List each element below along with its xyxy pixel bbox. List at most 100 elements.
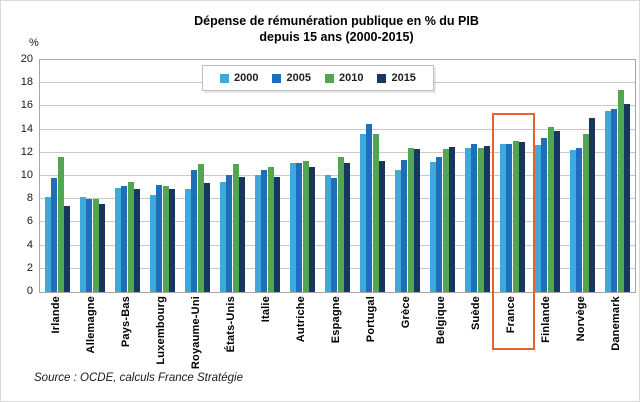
bar-luxembourg-2000: [150, 194, 157, 292]
legend-item-2005: 2005: [272, 72, 311, 84]
x-label-danemark: Danemark: [609, 296, 622, 351]
france-highlight-box: [492, 113, 535, 350]
bar-allemagne-2005: [86, 199, 93, 292]
bar-grèce-2015: [413, 149, 420, 292]
x-label-pays-bas: Pays-Bas: [119, 296, 132, 348]
x-label-irlande: Irlande: [49, 296, 62, 334]
bar-belgique-2005: [436, 157, 443, 292]
source-note: Source : OCDE, calculs France Stratégie: [34, 372, 243, 384]
x-label-grèce: Grèce: [399, 296, 412, 329]
bar-belgique-2000: [430, 162, 437, 292]
y-tick-label: 20: [20, 53, 33, 65]
y-tick-label: 2: [26, 261, 33, 274]
x-label-suède: Suède: [469, 296, 482, 331]
bar-espagne-2005: [331, 178, 338, 292]
bar-espagne-2000: [325, 174, 332, 292]
bar-portugal-2005: [366, 123, 373, 292]
legend-label: 2010: [338, 72, 364, 84]
bar-france-2005: [506, 143, 513, 292]
x-label-états-unis: États-Unis: [224, 296, 237, 353]
y-tick-label: 16: [20, 99, 33, 112]
bar-autriche-2010: [302, 160, 309, 292]
x-label-belgique: Belgique: [434, 296, 447, 345]
bar-pays-bas-2005: [121, 186, 128, 292]
bar-danemark-2015: [623, 104, 630, 292]
x-label-finlande: Finlande: [539, 296, 552, 343]
gridline: [40, 128, 635, 130]
bar-royaume-uni-2000: [185, 188, 192, 292]
bar-allemagne-2010: [92, 199, 99, 292]
bar-portugal-2015: [378, 160, 385, 292]
bar-france-2015: [518, 142, 525, 292]
bar-belgique-2015: [448, 147, 455, 292]
y-tick-label: 18: [20, 76, 33, 89]
bar-pays-bas-2015: [133, 188, 140, 292]
x-label-luxembourg: Luxembourg: [154, 296, 167, 365]
y-tick-label: 4: [26, 238, 33, 251]
x-label-italie: Italie: [259, 296, 272, 323]
y-tick-label: 12: [20, 145, 33, 158]
bar-italie-2015: [273, 177, 280, 292]
legend-label: 2015: [391, 72, 416, 84]
bar-finlande-2000: [535, 144, 542, 292]
bar-portugal-2010: [372, 134, 379, 292]
x-label-royaume-uni: Royaume-Uni: [189, 296, 202, 370]
bar-danemark-2000: [605, 111, 612, 292]
bar-belgique-2010: [442, 149, 449, 292]
x-label-norvège: Norvège: [574, 296, 587, 342]
bar-portugal-2000: [360, 134, 367, 292]
bar-norvège-2005: [576, 148, 583, 292]
y-tick-label: 8: [26, 192, 33, 205]
bar-espagne-2010: [337, 157, 344, 292]
bar-norvège-2010: [582, 134, 589, 292]
legend-swatch-icon: [377, 73, 387, 83]
bar-états-unis-2015: [238, 177, 245, 292]
bar-luxembourg-2010: [162, 186, 169, 292]
bar-finlande-2005: [541, 137, 548, 292]
chart-subtitle: depuis 15 ans (2000-2015): [259, 30, 414, 45]
bar-france-2010: [512, 141, 519, 292]
chart-title-block: Dépense de rémunération publique en % du…: [39, 13, 634, 46]
bar-allemagne-2015: [98, 203, 105, 292]
chart-title: Dépense de rémunération publique en % du…: [194, 14, 479, 28]
y-tick-label: 14: [20, 122, 33, 135]
bar-norvège-2000: [570, 150, 577, 292]
x-label-allemagne: Allemagne: [84, 296, 97, 354]
legend-swatch-icon: [324, 73, 334, 83]
bar-suède-2005: [471, 143, 478, 292]
bar-irlande-2010: [57, 157, 64, 292]
legend-label: 2000: [234, 72, 259, 84]
bar-italie-2010: [267, 166, 274, 292]
plot-area: [39, 59, 636, 293]
x-label-portugal: Portugal: [364, 296, 377, 343]
bar-autriche-2015: [308, 166, 315, 292]
legend-swatch-icon: [220, 73, 229, 83]
legend-item-2000: 2000: [220, 72, 258, 84]
bar-italie-2000: [255, 174, 262, 292]
legend: 2000 2005 2010 2015: [202, 65, 434, 91]
gridline: [40, 151, 635, 153]
legend-swatch-icon: [272, 73, 282, 83]
y-tick-label: 0: [26, 285, 33, 297]
bar-suède-2000: [465, 148, 472, 292]
y-tick-label: 6: [26, 215, 33, 228]
x-label-autriche: Autriche: [294, 296, 307, 343]
bar-grèce-2010: [407, 148, 414, 292]
bar-états-unis-2005: [226, 174, 233, 292]
bar-autriche-2005: [296, 163, 303, 292]
bar-grèce-2005: [401, 159, 408, 292]
bar-finlande-2015: [553, 130, 560, 292]
x-label-espagne: Espagne: [329, 296, 342, 344]
bar-danemark-2010: [617, 90, 624, 292]
legend-item-2015: 2015: [377, 72, 416, 84]
bar-danemark-2005: [611, 108, 618, 292]
y-axis-unit-label: %: [29, 37, 39, 49]
gridline: [40, 105, 635, 107]
bar-irlande-2005: [51, 178, 58, 292]
bar-luxembourg-2015: [168, 188, 175, 292]
legend-item-2010: 2010: [324, 72, 364, 84]
bar-espagne-2015: [343, 163, 350, 292]
bar-suède-2010: [477, 148, 484, 292]
bar-italie-2005: [261, 170, 268, 292]
